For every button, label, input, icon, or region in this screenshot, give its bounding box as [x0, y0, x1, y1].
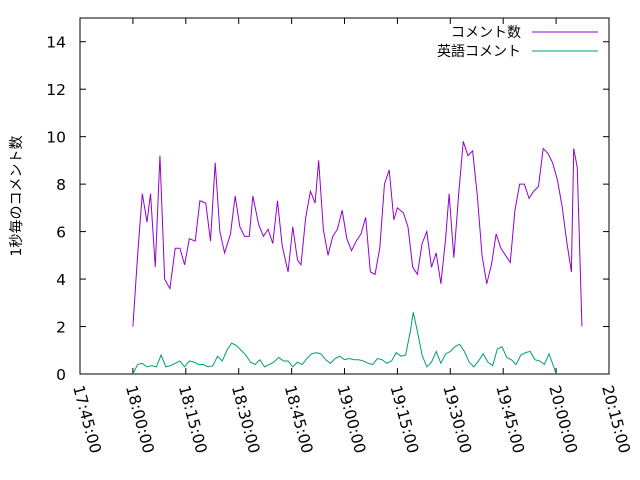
legend-label-1: 英語コメント: [437, 43, 521, 60]
y-axis-ticks: 0 2 4 6 8 10 12 14: [46, 34, 609, 384]
y-tick-label: 0: [56, 366, 66, 384]
x-tick-label: 18:00:00: [122, 383, 157, 455]
x-tick-label: 17:45:00: [69, 383, 104, 455]
x-tick-label: 19:00:00: [334, 383, 369, 455]
y-tick-label: 12: [46, 81, 66, 99]
series-layer: [132, 141, 583, 375]
x-tick-label: 18:30:00: [228, 383, 263, 455]
legend-label-0: コメント数: [451, 25, 521, 41]
y-tick-label: 14: [46, 34, 66, 52]
y-axis-label: 1秒毎のコメント数: [9, 136, 25, 257]
y-tick-label: 10: [46, 129, 66, 147]
x-tick-label: 20:15:00: [598, 383, 633, 455]
series-line-1: [132, 312, 557, 375]
x-tick-label: 18:15:00: [175, 383, 210, 455]
y-tick-label: 2: [56, 319, 66, 337]
plot-border: [79, 17, 610, 375]
x-tick-label: 19:30:00: [439, 383, 474, 455]
y-tick-label: 8: [56, 176, 66, 194]
series-line-0: [132, 141, 583, 327]
x-axis-ticks: 17:45:00 18:00:00 18:15:00 18:30:00 18:45:00…: [69, 18, 634, 455]
plot-frame: [79, 17, 610, 375]
x-tick-label: 19:15:00: [387, 383, 422, 455]
y-tick-label: 4: [56, 271, 66, 289]
x-tick-label: 19:45:00: [492, 383, 527, 455]
y-tick-label: 6: [56, 224, 66, 242]
x-tick-label: 20:00:00: [545, 383, 580, 455]
x-tick-label: 18:45:00: [281, 383, 316, 455]
